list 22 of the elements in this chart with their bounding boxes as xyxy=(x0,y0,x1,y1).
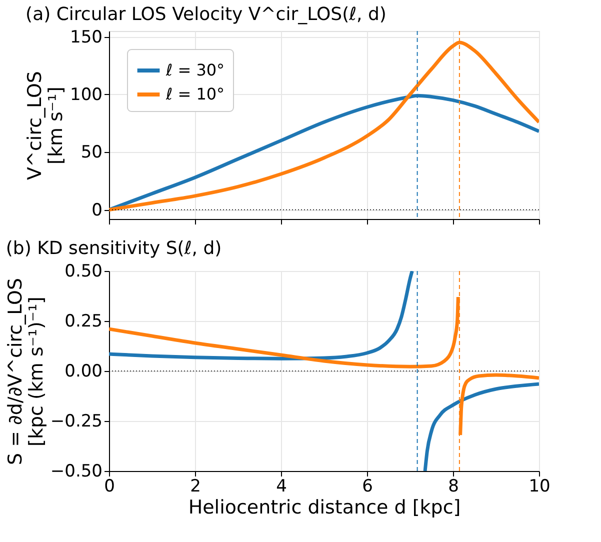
x-tick-label: 8 xyxy=(448,476,459,496)
y-axis-title: S = ∂d/∂V^circ_LOS [kpc (km s⁻¹)⁻¹] xyxy=(4,278,48,466)
x-tick-label: 0 xyxy=(104,476,115,496)
x-tick-label: 6 xyxy=(362,476,373,496)
y-axis-title: V^circ_LOS [km s⁻¹] xyxy=(24,71,68,180)
x-tick-label: 4 xyxy=(276,476,287,496)
chart-title: (b) KD sensitivity S(ℓ, d) xyxy=(6,238,222,259)
x-axis-title: Heliocentric distance d [kpc] xyxy=(188,496,461,518)
chart-title: (a) Circular LOS Velocity V^cir_LOS(ℓ, d) xyxy=(26,4,386,25)
x-tick-label: 10 xyxy=(528,476,550,496)
y-tick-label: 100 xyxy=(70,84,102,105)
y-tick-label: 0.00 xyxy=(64,362,102,382)
y-tick-label: 150 xyxy=(70,27,102,48)
x-tick-label: 2 xyxy=(190,476,201,496)
legend-label: ℓ = 30° xyxy=(165,60,225,80)
y-tick-label: −0.50 xyxy=(50,462,102,482)
y-tick-label: 0.50 xyxy=(64,262,102,282)
y-tick-label: 0.25 xyxy=(64,312,102,332)
y-tick-label: −0.25 xyxy=(50,412,102,432)
y-tick-label: 50 xyxy=(80,142,102,163)
legend-label: ℓ = 10° xyxy=(165,84,225,104)
y-tick-label: 0 xyxy=(92,200,102,220)
